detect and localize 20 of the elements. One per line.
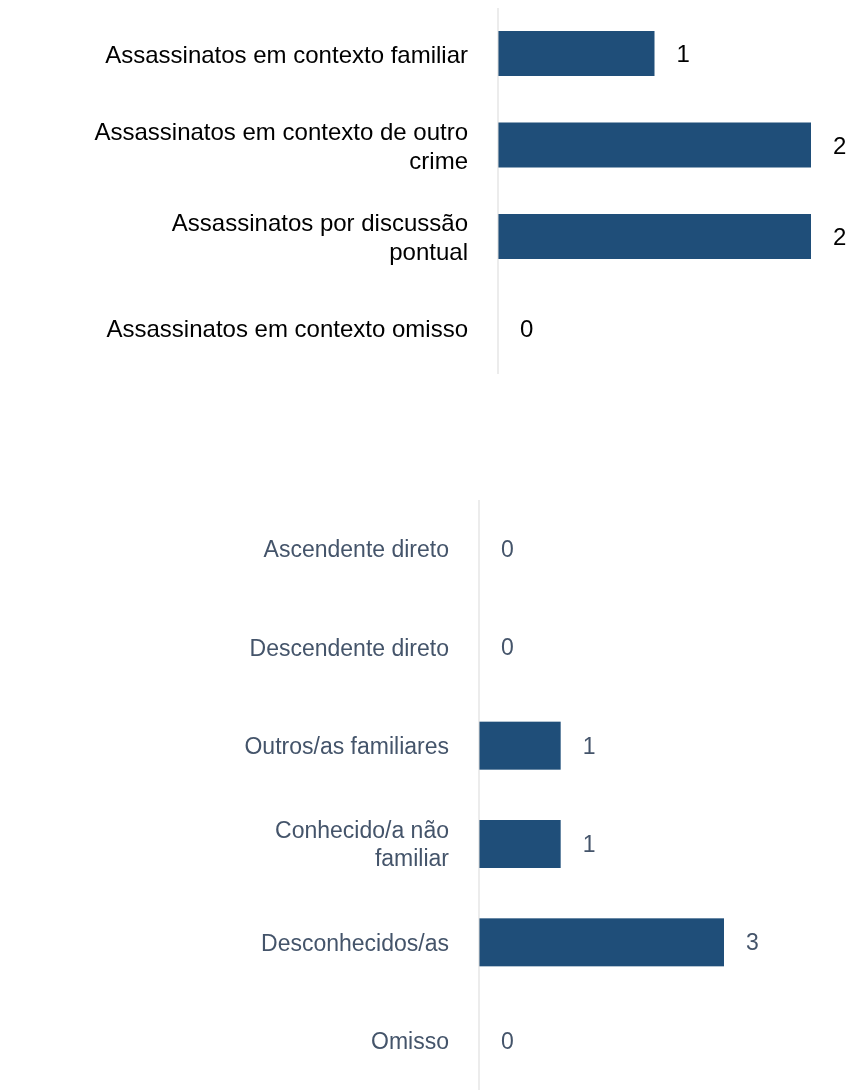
data-label: 1 [582,831,596,857]
y-tick-label: Outros/as familiares [244,732,449,759]
data-label: 1 [676,40,690,67]
y-tick-label: Assassinatos em contexto familiar [105,40,469,68]
data-label: 0 [520,314,534,342]
y-tick-label: Conhecido/a não familiar [275,817,450,871]
y-tick-label: Assassinatos em contexto de outro crime [94,117,468,174]
data-label: 0 [501,1027,514,1054]
y-tick-label: Assassinatos em contexto omisso [106,314,468,342]
data-label: 2 [833,223,847,250]
data-label: 3 [746,929,759,956]
data-label: 1 [582,732,596,759]
y-tick-label: Assassinatos por discussão pontual [171,208,468,265]
y-tick-label: Ascendente direto [263,536,449,563]
data-label: 0 [501,536,514,562]
y-tick-label: Omisso [371,1027,449,1054]
data-label: 2 [833,131,847,159]
y-tick-label: Desconhecidos/as [261,929,449,956]
data-label: 0 [501,634,514,661]
y-tick-label: Descendente direto [249,634,449,661]
